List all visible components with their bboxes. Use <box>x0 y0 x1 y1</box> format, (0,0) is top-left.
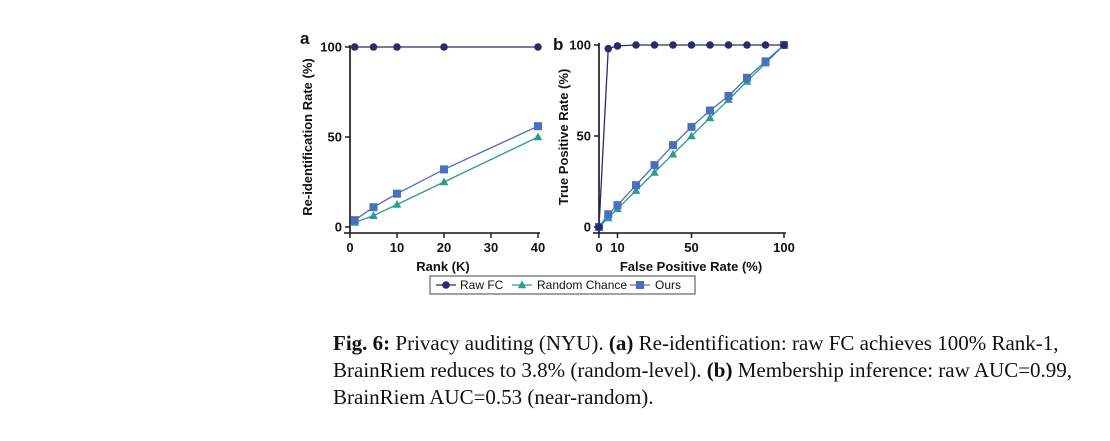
panel-a-point-raw-fc <box>393 43 401 51</box>
legend-marker-random-chance <box>517 280 527 289</box>
panel-b-ylabel: True Positive Rate (%) <box>556 69 571 206</box>
panel-b-xtick-label: 100 <box>773 240 795 255</box>
panel-b-point-random-chance <box>705 113 715 122</box>
panel-a-series-line-random-chance <box>354 136 539 224</box>
panel-b-point-raw-fc <box>595 223 603 231</box>
caption-fig-label: Fig. 6: <box>333 331 391 355</box>
panel-b-point-ours <box>669 141 677 150</box>
panel-a-point-ours <box>534 122 542 131</box>
panel-b-point-raw-fc <box>669 41 677 49</box>
panel-b-point-raw-fc <box>613 42 622 50</box>
panel-a-xtick-label: 20 <box>437 240 451 255</box>
panel-b-point-ours <box>743 73 751 82</box>
panel-b-xtick-label: 50 <box>684 240 698 255</box>
panel-b-ytick-label: 100 <box>569 38 591 53</box>
panel-a-point-ours <box>393 189 401 198</box>
panel-b-point-raw-fc <box>650 41 659 49</box>
legend-box <box>429 275 696 295</box>
panel-b-point-random-chance <box>687 131 696 140</box>
panel-label-b: b <box>553 35 563 54</box>
caption-intro: Privacy auditing (NYU). <box>390 331 609 355</box>
panel-a-xlabel: Rank (K) <box>416 259 469 274</box>
panel-b-point-ours <box>761 57 770 66</box>
caption-a-text: Re-identification: raw FC achieves 100% … <box>333 331 1059 382</box>
chart-legend: Raw FC Random Chance Ours <box>429 275 696 295</box>
caption-a-label: (a) <box>608 331 634 355</box>
panel-a-point-raw-fc <box>369 43 378 51</box>
panel-a-ytick-label: 0 <box>335 220 342 235</box>
panel-b-chart: True Positive Rate (%) False Positive Ra… <box>556 38 795 275</box>
panel-a-ylabel: Re-identification Rate (%) <box>300 58 315 215</box>
panel-b-point-ours <box>613 201 622 210</box>
panel-a-xtick-label: 40 <box>531 240 545 255</box>
panel-a-xtick-label: 30 <box>484 240 498 255</box>
panel-b-point-raw-fc <box>724 41 733 49</box>
panel-a-xtick-label: 0 <box>346 240 353 255</box>
panel-b-point-raw-fc <box>632 41 640 49</box>
panel-a-ytick-label: 100 <box>320 40 342 55</box>
caption-b-text: Membership inference: raw AUC=0.99, Brai… <box>333 358 1073 409</box>
panel-b-point-random-chance <box>650 167 659 176</box>
panel-b-point-raw-fc <box>780 41 788 49</box>
panel-label-a: a <box>300 29 310 48</box>
legend-label-ours: Ours <box>655 278 681 292</box>
caption-b-label: (b) <box>706 358 733 382</box>
panel-b-xtick-label: 0 <box>595 240 602 255</box>
panel-b-point-ours <box>724 91 733 100</box>
panel-a-point-ours <box>440 165 448 174</box>
panel-b-point-raw-fc <box>743 41 751 49</box>
panel-b-xtick-label: 10 <box>610 240 624 255</box>
panel-b-point-ours <box>632 181 640 190</box>
panel-a-point-random-chance <box>439 177 449 186</box>
panel-b-point-raw-fc <box>761 41 770 49</box>
panel-b-point-ours <box>706 106 714 115</box>
panel-a-point-ours <box>369 203 378 212</box>
panel-a-point-raw-fc <box>350 43 359 51</box>
legend-marker-raw-fc <box>442 281 450 289</box>
panel-a-ytick-label: 50 <box>328 130 342 145</box>
panel-b-point-ours <box>650 161 659 170</box>
panel-b-ytick-label: 0 <box>584 220 591 235</box>
legend-label-random-chance: Random Chance <box>537 278 627 292</box>
panel-a-point-random-chance <box>533 132 543 141</box>
panel-b-ytick-label: 50 <box>577 129 591 144</box>
panel-b-xlabel: False Positive Rate (%) <box>620 259 762 274</box>
panel-a-point-ours <box>350 216 359 225</box>
panel-b-point-ours <box>604 210 613 219</box>
panel-a-point-raw-fc <box>534 43 542 51</box>
panel-b-point-raw-fc <box>706 41 714 49</box>
panel-a-point-random-chance <box>392 200 402 208</box>
panel-b-point-ours <box>687 122 696 131</box>
panel-b-point-raw-fc <box>687 41 696 49</box>
panel-a-xtick-label: 10 <box>390 240 404 255</box>
panel-a-point-raw-fc <box>440 43 448 51</box>
figure-caption: Fig. 6: Privacy auditing (NYU). (a) Re-i… <box>333 330 1093 411</box>
legend-marker-ours <box>636 281 644 289</box>
panel-b-point-random-chance <box>631 186 641 194</box>
panel-b-point-raw-fc <box>604 44 613 53</box>
panel-a-chart: Re-identification Rate (%) Rank (K) 0 50 1… <box>300 40 545 275</box>
legend-label-raw-fc: Raw FC <box>460 278 504 292</box>
panel-a-point-random-chance <box>369 211 378 219</box>
figure-canvas: a b Re-identification Rate (%) Rank (K) … <box>300 29 795 295</box>
panel-b-point-random-chance <box>668 149 678 158</box>
